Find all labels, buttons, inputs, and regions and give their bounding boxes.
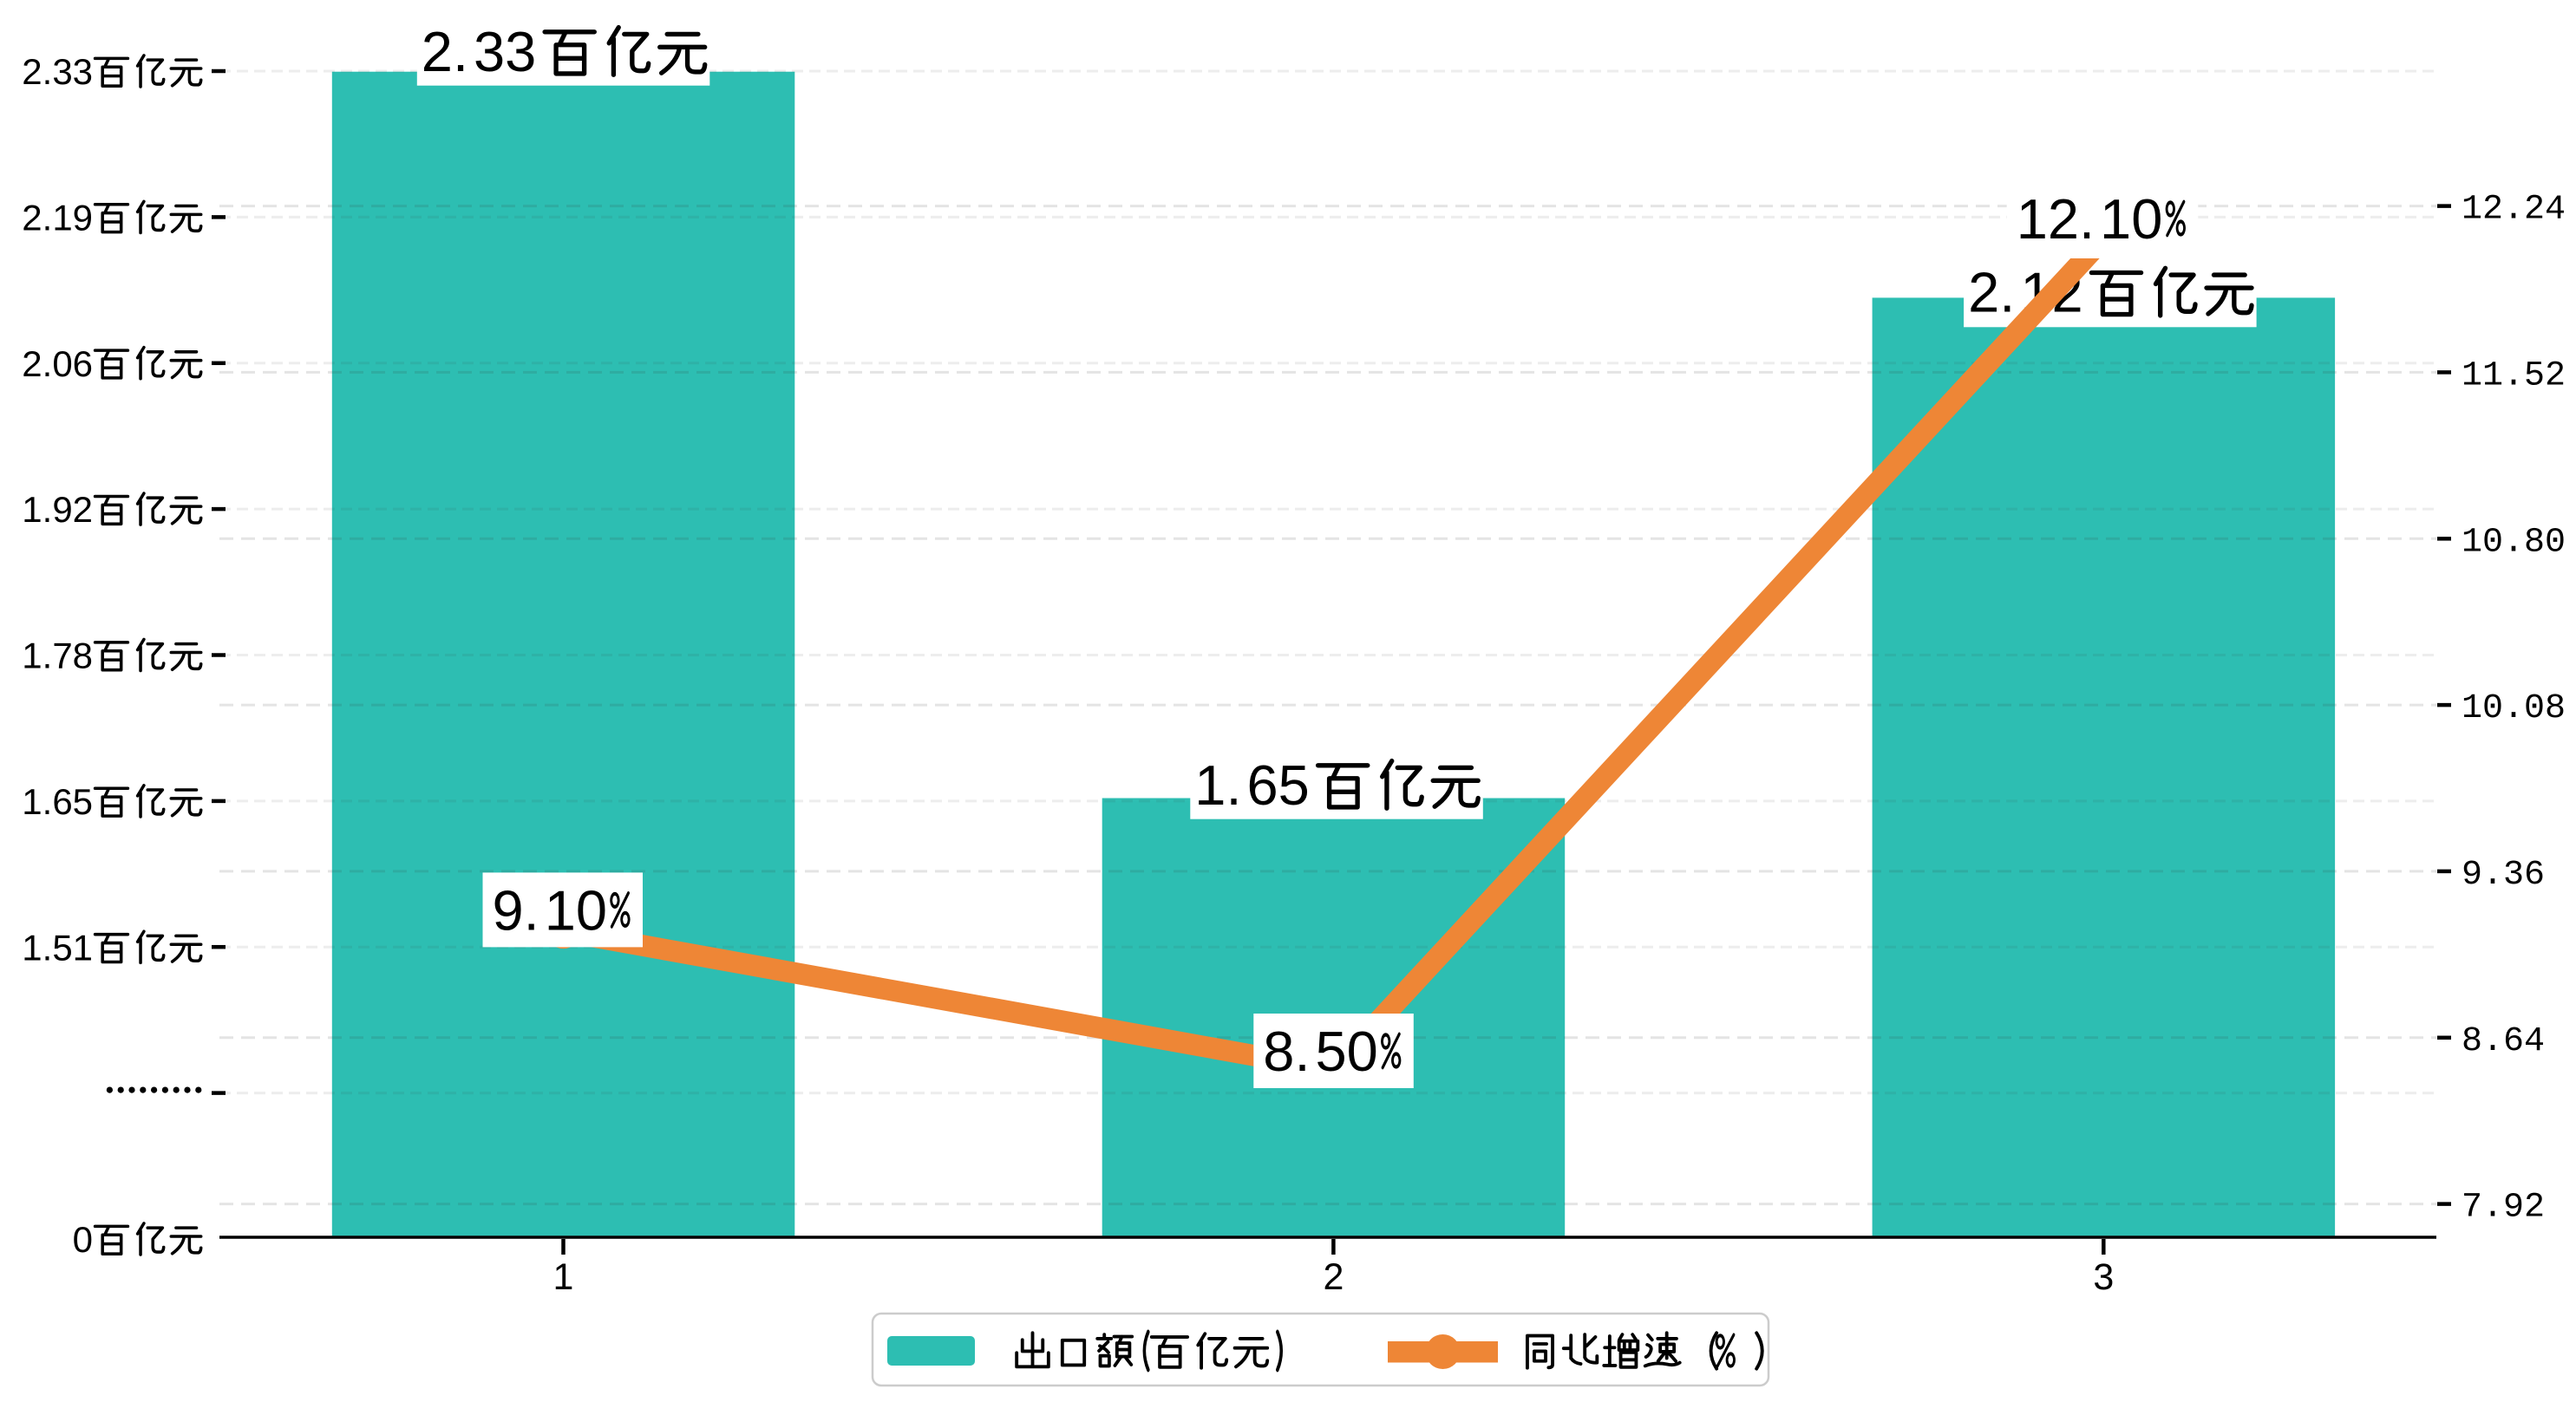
svg-text:2.06: 2.06: [22, 343, 93, 384]
svg-text:12.10: 12.10: [2017, 187, 2163, 251]
svg-text:9.36: 9.36: [2462, 856, 2545, 895]
svg-text:8.50: 8.50: [1263, 1020, 1378, 1083]
svg-text:2.33: 2.33: [422, 20, 537, 83]
svg-text:2: 2: [1323, 1256, 1344, 1298]
svg-text:1.65: 1.65: [22, 781, 93, 822]
svg-text:12.24: 12.24: [2462, 191, 2566, 230]
svg-text:10.80: 10.80: [2462, 523, 2566, 562]
svg-text:11.52: 11.52: [2462, 356, 2566, 395]
svg-text:9.10: 9.10: [493, 879, 608, 942]
svg-text:10.08: 10.08: [2462, 689, 2566, 728]
svg-text:1.78: 1.78: [22, 636, 93, 676]
svg-text:8.64: 8.64: [2462, 1022, 2545, 1061]
svg-text:3: 3: [2093, 1256, 2114, 1298]
svg-text:0: 0: [73, 1219, 93, 1260]
svg-text:1.51: 1.51: [22, 927, 93, 968]
svg-text:7.92: 7.92: [2462, 1189, 2545, 1228]
svg-text:1.92: 1.92: [22, 489, 93, 530]
svg-text:1: 1: [553, 1256, 574, 1298]
svg-text:1.65: 1.65: [1194, 753, 1310, 817]
svg-text:2.19: 2.19: [22, 198, 93, 238]
svg-text:2.33: 2.33: [22, 51, 93, 92]
